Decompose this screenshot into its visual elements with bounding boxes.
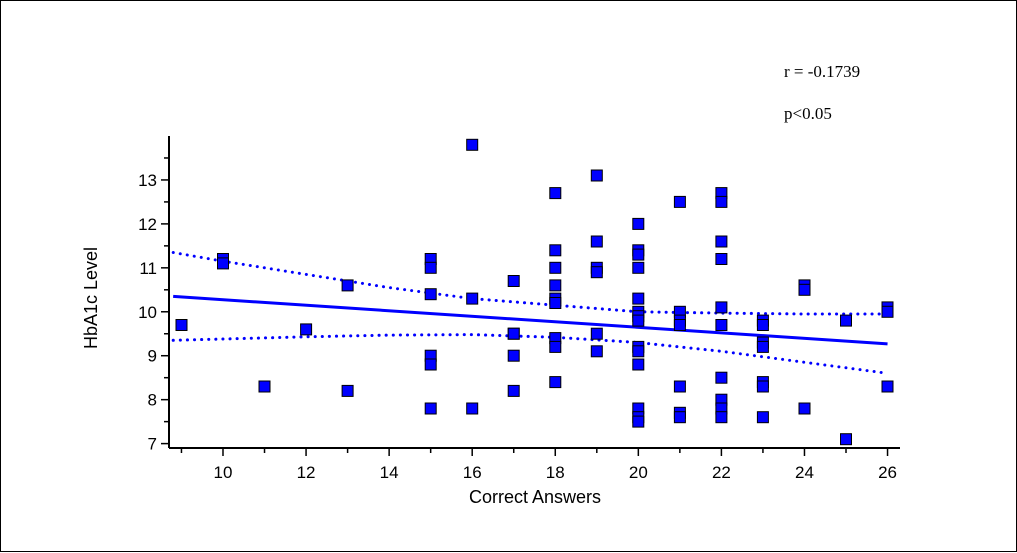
- data-point: [756, 319, 769, 331]
- data-point: [715, 253, 728, 265]
- data-point: [632, 314, 645, 327]
- y-tick-label: 12: [138, 215, 157, 234]
- data-point: [756, 340, 769, 353]
- data-point: [300, 323, 313, 336]
- data-point: [673, 319, 686, 331]
- data-point: [217, 257, 229, 270]
- data-point: [549, 376, 562, 389]
- data-point: [673, 380, 686, 393]
- data-point: [341, 279, 354, 292]
- x-tick-label: 10: [214, 463, 233, 482]
- regression-line-group: [173, 294, 888, 346]
- data-point: [341, 384, 354, 397]
- data-point: [590, 235, 603, 248]
- data-point: [881, 380, 894, 393]
- data-point: [632, 358, 645, 371]
- data-point: [756, 380, 769, 393]
- data-point: [258, 380, 271, 393]
- data-point: [507, 384, 520, 397]
- data-point: [590, 327, 603, 340]
- data-point: [673, 411, 686, 424]
- data-point: [549, 297, 562, 309]
- confidence-bands: [171, 251, 889, 375]
- data-point: [715, 195, 728, 208]
- data-point: [590, 266, 603, 279]
- y-tick-label: 7: [148, 435, 157, 454]
- data-point: [798, 402, 811, 415]
- data-point: [881, 305, 894, 318]
- y-tick-label: 13: [138, 171, 157, 190]
- data-point: [507, 349, 520, 362]
- data-point: [715, 235, 728, 248]
- data-point: [715, 301, 728, 314]
- data-point: [590, 169, 603, 182]
- data-point: [175, 319, 188, 331]
- data-point: [507, 275, 520, 287]
- x-tick-label: 22: [712, 463, 731, 482]
- data-point: [590, 345, 603, 358]
- x-ticks: 10 12 14 16 18 20 22 24 26: [180, 448, 897, 482]
- data-point: [507, 327, 520, 340]
- x-tick-label: 14: [380, 463, 399, 482]
- data-point: [632, 217, 645, 230]
- data-point: [715, 319, 728, 331]
- data-point: [840, 314, 852, 327]
- data-point: [549, 244, 562, 257]
- data-point: [632, 248, 645, 261]
- data-point: [549, 340, 562, 353]
- data-point: [632, 261, 645, 274]
- y-tick-label: 8: [148, 391, 157, 410]
- data-point: [549, 279, 562, 292]
- ci-upper-line: [171, 251, 889, 316]
- data-point: [632, 292, 645, 305]
- data-point: [756, 411, 769, 424]
- data-point: [424, 358, 437, 371]
- y-ticks: 7 8 9 10 11 12 13: [138, 157, 169, 454]
- data-points: [175, 138, 894, 446]
- x-tick-label: 24: [795, 463, 814, 482]
- data-point: [632, 415, 645, 428]
- y-tick-label: 9: [148, 347, 157, 366]
- data-point: [466, 138, 479, 151]
- x-tick-label: 12: [297, 463, 316, 482]
- data-point: [715, 411, 728, 424]
- x-tick-label: 26: [878, 463, 897, 482]
- data-point: [424, 288, 437, 301]
- data-point: [549, 261, 562, 274]
- p-value-annotation: p<0.05: [784, 104, 832, 123]
- data-point: [840, 433, 852, 446]
- data-point: [798, 283, 811, 296]
- axes: [168, 136, 900, 449]
- correlation-annotation: r = -0.1739: [784, 62, 860, 81]
- ci-lower-line: [171, 333, 889, 375]
- y-tick-label: 11: [139, 259, 157, 278]
- data-point: [466, 402, 479, 415]
- x-tick-label: 16: [463, 463, 482, 482]
- y-axis-title: HbA1c Level: [81, 247, 101, 349]
- y-tick-label: 10: [138, 303, 157, 322]
- data-point: [549, 187, 562, 200]
- data-point: [673, 195, 686, 208]
- x-tick-label: 18: [546, 463, 565, 482]
- x-axis-title: Correct Answers: [469, 487, 601, 507]
- data-point: [632, 345, 645, 358]
- data-point: [424, 402, 437, 415]
- x-tick-label: 20: [629, 463, 648, 482]
- data-point: [715, 371, 728, 384]
- data-point: [424, 261, 437, 274]
- regression-line: [173, 294, 888, 346]
- data-point: [466, 292, 479, 305]
